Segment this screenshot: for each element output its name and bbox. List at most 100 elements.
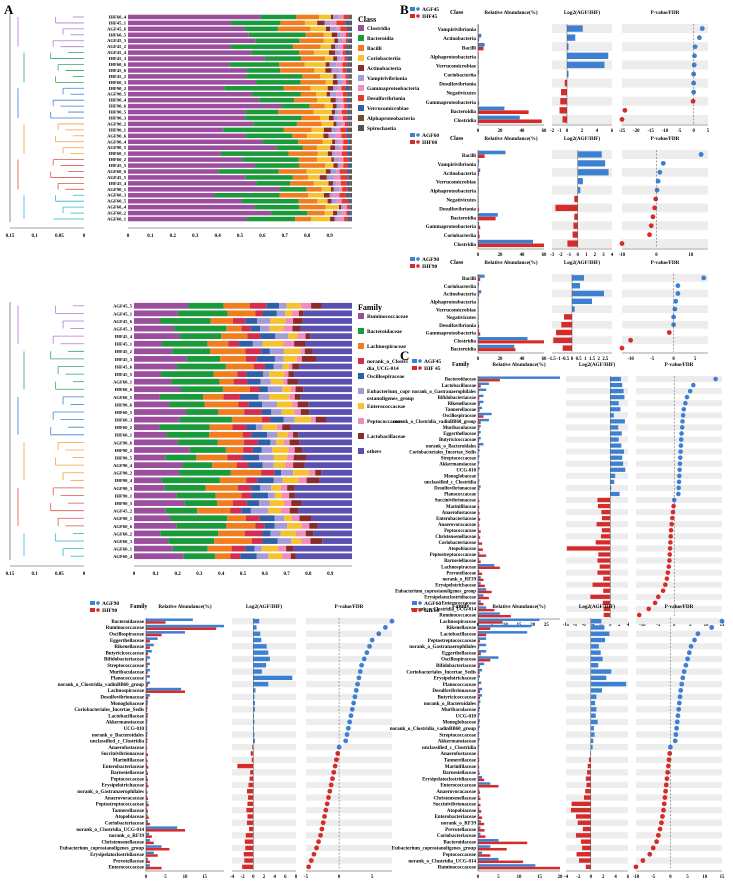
log2-fold-bar (572, 306, 575, 312)
abundance-bar-ihf (146, 860, 150, 864)
p-value-dot (314, 845, 319, 851)
abundance-bar-ihf (478, 119, 542, 124)
stacked-segment-coriobacteriia (308, 192, 324, 198)
level-label: Family (130, 604, 147, 610)
stacked-segment-oscillospiraceae (246, 500, 260, 506)
legend-label: IHF60 (424, 608, 440, 614)
stacked-segment-ruminococcaceae (134, 477, 162, 484)
abundance-bar-agf (146, 668, 150, 672)
stacked-segment-vampirivibrionia (337, 210, 342, 216)
log2-fold-bar (246, 807, 254, 813)
sample-label: AGF60_4 (113, 554, 133, 559)
abundance-bar-agf (146, 801, 148, 804)
log2-fold-bar (583, 795, 591, 800)
stacked-segment-norank-o-clostridia-ucg-014 (245, 515, 260, 522)
category-label: Bacilli (462, 153, 477, 159)
stacked-segment-ruminococcaceae (134, 409, 186, 415)
bar-tick-label: 0.4 (214, 234, 221, 239)
legend-swatch (358, 45, 364, 51)
p-tick-label: -10 (633, 875, 640, 880)
row-stripe (306, 618, 392, 625)
stacked-segment-bacteroidia (281, 103, 310, 109)
legend-title: Class (358, 15, 376, 24)
stacked-segment-bacteroidaceae (174, 325, 227, 332)
legend-label: IHF 45 (424, 366, 441, 372)
category-label: norank_o_Bacteroidales (92, 732, 144, 738)
stacked-segment-bacteroidia (246, 74, 303, 79)
stacked-segment-gammaproteobacteria (336, 181, 341, 186)
stacked-segment-peptococcaceae (278, 545, 287, 552)
category-label: norank_o_Gastranaerophilales (409, 644, 476, 650)
category-label: Rikenellaceae (446, 625, 476, 631)
abundance-bar-agf (146, 820, 148, 823)
abundance-bar-agf (146, 826, 178, 829)
stacked-segment-ruminococcaceae (134, 507, 166, 514)
stacked-segment-peptococcaceae (283, 325, 293, 332)
log2-fold-bar (590, 707, 597, 712)
abundance-bar-ihf (478, 578, 484, 582)
stacked-segment-bacteroidaceae (165, 507, 198, 514)
abundance-bar-agf (478, 588, 487, 591)
p-value-dot (648, 223, 654, 229)
sample-label: AGF60_1 (113, 380, 133, 385)
stacked-segment-bacteroidia (256, 80, 301, 85)
stacked-segment-lactobacillaceae (297, 401, 309, 408)
stacked-segment-ruminococcaceae (134, 302, 189, 309)
stacked-segment-clostridia (128, 26, 246, 32)
stacked-segment-spirochaetia (351, 145, 352, 150)
p-value-dot (660, 588, 666, 594)
stacked-segment-bacteroidaceae (179, 333, 222, 340)
stacked-segment-others (321, 469, 352, 476)
category-label: Marinifilaceae (113, 758, 145, 764)
sample-label: IHF45_2 (109, 74, 127, 79)
stacked-segment-spirochaetia (350, 50, 352, 55)
p-value-dot (680, 675, 686, 681)
p-value-dot (661, 807, 666, 813)
log2-fold-bar (561, 89, 567, 96)
log2-fold-bar (253, 694, 255, 699)
stacked-segment-bacilli (292, 44, 321, 49)
abundance-tick-label: 40 (520, 129, 525, 134)
stacked-segment-norank-o-clostridia-ucg-014 (233, 378, 248, 385)
log2-tick-label: 0.5 (576, 357, 583, 362)
abundance-bar-ihf (478, 860, 524, 864)
abundance-bar-agf (478, 738, 480, 741)
abundance-bar-agf (478, 564, 495, 567)
row-stripe (566, 388, 628, 395)
stacked-segment-lachnospiraceae (213, 371, 238, 377)
log2-fold-bar (587, 763, 591, 769)
stacked-segment-enterococcaceae (287, 522, 302, 529)
abundance-bar-ihf (146, 652, 148, 656)
row-stripe (636, 557, 722, 564)
row-stripe (566, 819, 628, 826)
p-value-dot (308, 858, 314, 863)
p-value-dot (676, 706, 682, 712)
row-stripe (636, 376, 722, 383)
abundance-bar-ihf (478, 225, 481, 230)
abundance-bar-ihf (478, 841, 528, 845)
stacked-segment-alphaproteobacteria (350, 216, 351, 222)
stacked-segment-alphaproteobacteria (350, 157, 352, 162)
abundance-bar-ihf (478, 433, 480, 436)
category-label: Anaerofustaceae (442, 511, 477, 516)
category-label: Ruminococcaceae (106, 625, 145, 631)
p-header: P-value/FDR (651, 136, 680, 142)
stacked-segment-oscillospiraceae (251, 485, 261, 491)
stacked-segment-enterococcaceae (276, 401, 293, 408)
bar-tick-label: 0.9 (326, 234, 333, 239)
p-value-dot (659, 820, 664, 826)
category-label: Alphaproteobacteria (430, 54, 476, 60)
log2-header: Log2(AGF/IHF) (246, 603, 283, 610)
log2-tick-label: -1.5 (548, 357, 556, 362)
stacked-segment-alphaproteobacteria (350, 68, 352, 73)
log2-fold-bar (237, 763, 254, 769)
stacked-segment-lactobacillaceae (305, 530, 314, 537)
category-label: Peptococcaceae (111, 776, 145, 782)
log2-fold-bar (590, 738, 594, 744)
row-stripe (232, 718, 296, 726)
row-stripe (232, 668, 296, 675)
log2-fold-bar (590, 719, 598, 725)
abundance-bar-agf (146, 656, 150, 659)
category-label: Atopobiaceae (115, 814, 145, 820)
abundance-bar-ihf (146, 816, 149, 819)
